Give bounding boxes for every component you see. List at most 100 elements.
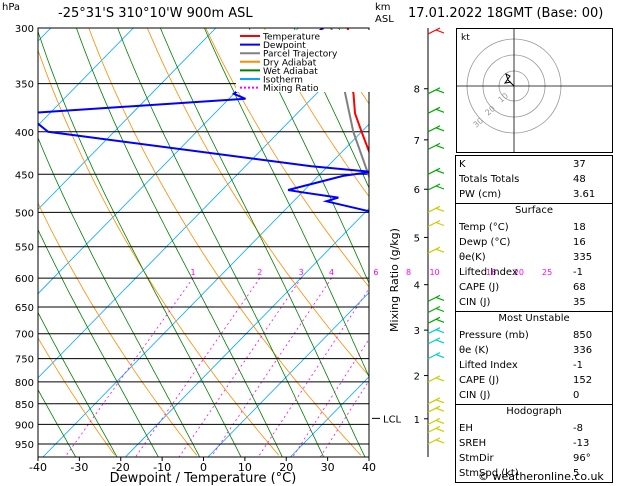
mixing-ratio-label: 6: [373, 268, 378, 277]
pressure-tick-label: 450: [15, 170, 34, 181]
surface-row: Lifted Index -1: [459, 267, 583, 278]
x-tick-label: 40: [362, 461, 376, 474]
mu-row: Pressure (mb) 850: [459, 330, 593, 341]
km-tick-label: 5: [414, 233, 420, 244]
wind-barb: [427, 294, 445, 302]
wind-barb: [427, 397, 445, 405]
index-row-totals: Totals Totals 48: [459, 174, 586, 185]
mu-row: Lifted Index -1: [459, 360, 583, 371]
km-tick-label: 1: [414, 415, 420, 426]
wind-barb: [427, 27, 445, 35]
mixing-ratio-label: 8: [406, 268, 411, 277]
isotherm-line: [38, 39, 369, 379]
km-tick-label: 2: [414, 372, 420, 383]
hodograph: kt 10 20 30: [456, 28, 613, 153]
wind-barb: [427, 305, 445, 314]
mixing-ratio-line: [210, 277, 332, 457]
pressure-tick-label: 850: [15, 400, 34, 411]
mixing-ratio-line: [319, 379, 369, 457]
wind-barb: [427, 167, 445, 175]
indices-top-box: K 37 Totals Totals 48 PW (cm) 3.61: [455, 155, 613, 204]
surface-row: Dewp (°C) 16: [459, 237, 586, 248]
dry-adiabat-line: [205, 28, 369, 288]
mixing-ratio-line: [135, 277, 261, 457]
dry-adiabat-line: [615, 28, 629, 455]
wind-barb: [427, 437, 445, 445]
pressure-tick-label: 650: [15, 303, 34, 314]
surface-title: Surface: [514, 205, 554, 216]
legend-label: Isotherm: [263, 76, 303, 86]
wet-adiabat-line: [38, 311, 118, 457]
dry-adiabat-line: [38, 202, 198, 456]
wind-barb: [427, 375, 445, 383]
x-tick-label: -20: [112, 461, 130, 474]
km-tick-label: 4: [414, 281, 420, 292]
pressure-tick-label: 550: [15, 243, 34, 254]
mixing-ratio-label: 20: [514, 268, 524, 277]
mixing-ratio-line: [292, 338, 369, 457]
mixing-ratio-label: 16: [486, 268, 496, 277]
wind-barb: [427, 125, 445, 133]
pressure-tick-label: 300: [15, 24, 34, 35]
indices-hodograph-box: Hodograph EH -8 SREH -13 StmDir 96° StmSpd …: [455, 405, 613, 483]
wind-barb: [427, 316, 445, 324]
dry-adiabat-line: [0, 28, 33, 455]
hodograph-unit-label: kt: [461, 33, 470, 43]
pressure-tick-label: 750: [15, 355, 34, 366]
index-row-k: K 37: [459, 159, 586, 170]
mixing-ratio-label: 4: [329, 268, 334, 277]
wind-barb: [427, 405, 445, 413]
mu-row: θe (K) 336: [459, 345, 593, 356]
x-tick-label: 0: [200, 461, 207, 474]
isotherm-line: [42, 123, 369, 457]
dry-adiabat-line: [88, 28, 362, 456]
hodo-row: StmDir 96°: [459, 453, 591, 464]
km-tick-label: 7: [414, 136, 420, 147]
dry-adiabat-line: [38, 49, 280, 456]
wet-adiabat-line: [293, 28, 369, 189]
mixing-ratio-line: [178, 277, 302, 457]
indices-panel: K 37 Totals Totals 48 PW (cm) 3.61 Surface …: [455, 155, 613, 483]
x-tick-label: -40: [29, 461, 47, 474]
km-tick-label: 3: [414, 326, 420, 337]
wind-barb: [427, 142, 445, 150]
mixing-ratio-label: 3: [299, 268, 304, 277]
legend-label: Parcel Trajectory: [263, 50, 338, 60]
temperature-line: [346, 28, 369, 155]
asl-unit-label: ASL: [375, 14, 394, 25]
legend-label: Dry Adiabat: [263, 58, 317, 68]
legend-label: Wet Adiabat: [263, 67, 318, 77]
surface-row: CAPE (J) 68: [459, 282, 586, 293]
mu-row: CAPE (J) 152: [459, 375, 593, 386]
location-title: -25°31'S 310°10'W 900m ASL: [58, 6, 253, 21]
index-row-pw: PW (cm) 3.61: [459, 189, 596, 200]
legend-label: Mixing Ratio: [263, 84, 319, 94]
x-axis-label: Dewpoint / Temperature (°C): [110, 471, 297, 486]
surface-row: Temp (°C) 18: [459, 222, 586, 233]
x-tick-label: 30: [321, 461, 335, 474]
surface-row: CIN (J) 35: [459, 297, 586, 308]
mixing-ratio-line: [257, 287, 369, 457]
datetime-title: 17.01.2022 18GMT (Base: 00): [408, 6, 604, 21]
isotherm-line: [207, 292, 369, 457]
mixing-ratio-label: 25: [542, 268, 552, 277]
isotherm-line: [620, 28, 629, 457]
wind-barb: [427, 327, 445, 335]
wind-barb: [427, 183, 445, 191]
wind-barb: [427, 417, 445, 425]
isotherm-line: [38, 28, 217, 211]
isotherm-line: [290, 376, 369, 457]
copyright-footer: © weatheronline.co.uk: [478, 470, 604, 483]
hodograph-box-title: Hodograph: [506, 406, 562, 417]
legend-label: Temperature: [262, 33, 320, 43]
wind-barb: [427, 352, 445, 360]
mixing-ratio-label: 10: [429, 268, 439, 277]
km-unit-label: km: [375, 2, 391, 13]
parcel-trajectory-line: [330, 28, 369, 180]
km-tick-label: 6: [414, 185, 420, 196]
x-tick-label: -10: [153, 461, 171, 474]
wind-barb: [427, 205, 445, 213]
wind-barb: [427, 337, 445, 345]
pressure-tick-label: 400: [15, 128, 34, 139]
